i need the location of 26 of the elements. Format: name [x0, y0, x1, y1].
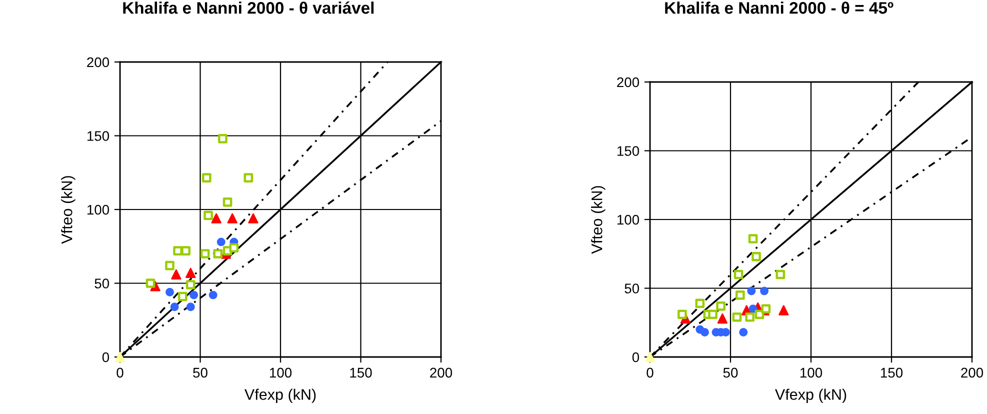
y-tick-label: 100: [87, 204, 110, 215]
y-tick-label: 0: [632, 352, 640, 362]
x-axis-title: Vfexp (kN): [244, 388, 316, 403]
y-tick-label: 100: [617, 214, 640, 225]
x-tick-label: 0: [116, 368, 124, 378]
y-tick-label: 50: [94, 278, 110, 288]
y-tick-label: 0: [102, 352, 110, 362]
y-tick-label: 150: [87, 131, 110, 141]
x-axis-title: Vfexp (kN): [774, 388, 846, 403]
x-tick-label: 100: [270, 368, 292, 378]
x-tick-label: 0: [646, 368, 654, 378]
x-tick-label: 150: [350, 368, 372, 378]
y-axis-title: Vfteo (kN): [591, 186, 606, 254]
chart-title: Khalifa e Nanni 2000 - θ variável: [123, 1, 374, 14]
y-tick-label: 50: [624, 284, 640, 294]
y-tick-label: 200: [617, 77, 640, 88]
y-axis-title: Vfteo (kN): [61, 176, 76, 244]
x-tick-label: 200: [430, 368, 452, 378]
x-tick-label: 50: [193, 368, 208, 378]
y-tick-label: 200: [87, 57, 110, 68]
y-tick-label: 150: [617, 146, 640, 156]
x-tick-label: 150: [880, 368, 903, 378]
x-tick-label: 50: [723, 368, 738, 378]
x-tick-label: 100: [800, 368, 822, 378]
x-tick-label: 200: [961, 368, 984, 378]
chart-title: Khalifa e Nanni 2000 - θ = 45º: [665, 2, 894, 14]
